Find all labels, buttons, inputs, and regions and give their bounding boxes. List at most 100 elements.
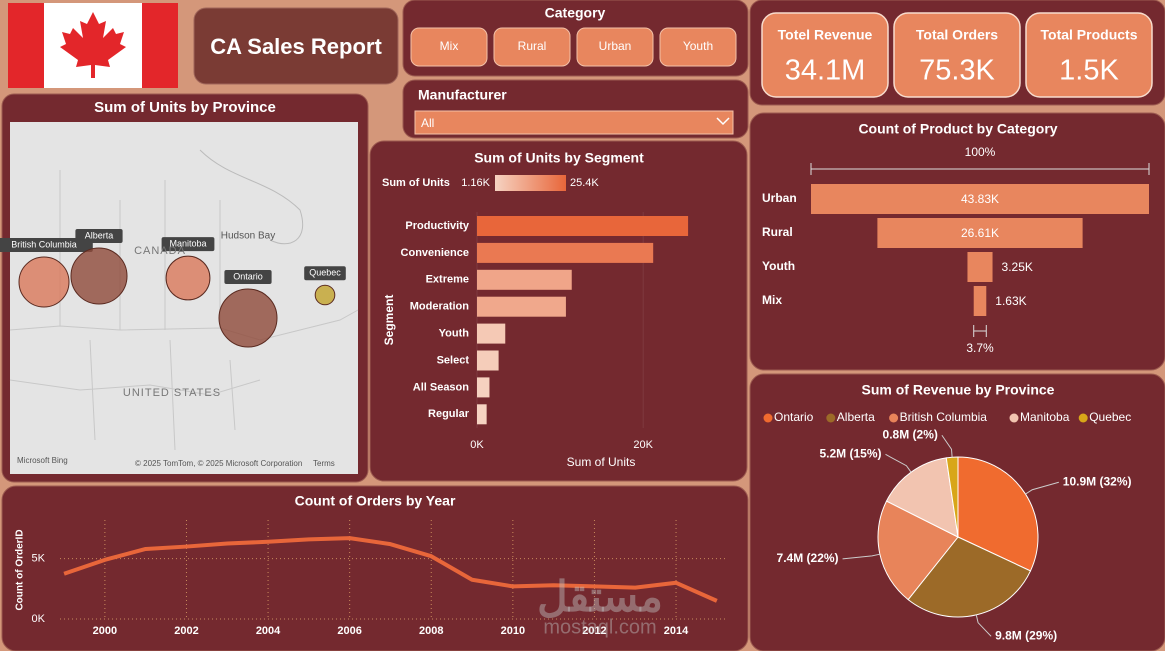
pie-slice [877, 500, 959, 601]
legend-label: Manitoba [1020, 410, 1070, 424]
bubble [70, 247, 128, 305]
category-label: Youth [762, 259, 795, 273]
legend-label: Quebec [1089, 410, 1131, 424]
y-tick-label: Youth [439, 328, 470, 340]
y-axis-title: Segment [382, 295, 396, 346]
y-tick-label: 5K [32, 553, 46, 565]
top-bracket [810, 163, 1150, 175]
bubble-label-bg [161, 237, 215, 252]
y-tick-label: 0K [32, 613, 46, 625]
legend-max: 25.4K [570, 177, 599, 189]
value-label: 3.25K [1002, 260, 1033, 274]
kpi-value: 1.5K [1059, 55, 1119, 87]
map-label: UNITED STATES [123, 387, 221, 399]
category-button[interactable]: Youth [659, 27, 737, 67]
legend-swatch [889, 413, 899, 423]
pie-slice [957, 456, 1039, 572]
watermark: mostaql.com [543, 616, 656, 638]
x-tick-label: 2004 [256, 625, 281, 637]
bar [477, 216, 689, 236]
map-label: © 2025 TomTom, © 2025 Microsoft Corporat… [135, 459, 302, 468]
kpi-value: 75.3K [919, 55, 995, 87]
bar [477, 377, 490, 398]
legend-swatch [763, 413, 773, 423]
chart-title: Count of Product by Category [858, 121, 1057, 137]
y-tick-label: Select [437, 354, 470, 366]
legend-swatch [1009, 413, 1019, 423]
y-tick-label: Productivity [405, 220, 469, 232]
legend-title: Sum of Units [382, 177, 450, 189]
x-tick-label: 0K [470, 439, 484, 451]
value-label: 1.63K [995, 294, 1026, 308]
button-bg [576, 27, 654, 67]
category-button[interactable]: Rural [493, 27, 571, 67]
watermark: مستقل [537, 573, 663, 620]
dropdown[interactable]: All [414, 110, 734, 135]
pie-slice [907, 536, 1032, 618]
pie-label: 10.9M (32%) [1063, 474, 1132, 488]
chart-title: Sum of Units by Province [94, 99, 276, 116]
bar [477, 296, 566, 317]
bubble-label-bg [224, 270, 272, 284]
legend-label: Alberta [837, 410, 875, 424]
category-button[interactable]: Urban [576, 27, 654, 67]
bar [477, 242, 654, 263]
map-label: Microsoft Bing [17, 456, 68, 465]
kpi-card [893, 12, 1021, 98]
report-title: CA Sales Report [210, 34, 382, 59]
bubble-label: Manitoba [169, 238, 206, 248]
category-label: Rural [762, 225, 793, 239]
button-label: Mix [440, 39, 459, 53]
legend-gradient [495, 175, 566, 191]
y-tick-label: Regular [428, 408, 470, 420]
map-label: Terms [313, 459, 335, 468]
map-label: Hudson Bay [221, 231, 275, 242]
bubble [18, 256, 70, 308]
pie-label: 0.8M (2%) [883, 427, 938, 441]
leader-line [975, 614, 992, 637]
y-tick-label: All Season [413, 381, 470, 393]
bubble-label: British Columbia [11, 239, 77, 249]
funnel-bar [877, 218, 1083, 248]
chart-title: Sum of Revenue by Province [862, 382, 1055, 398]
canada-flag [8, 3, 178, 88]
legend-min: 1.16K [461, 177, 490, 189]
bubble-label: Ontario [233, 271, 263, 281]
bubble-label-bg [304, 266, 346, 281]
top-label: 100% [965, 145, 996, 159]
bubble [218, 288, 278, 348]
bar [477, 323, 506, 344]
chart-title: Count of Orders by Year [295, 493, 456, 509]
value-label: 43.83K [961, 192, 999, 206]
map-layer: British Columbia Alberta Manitoba Ontario Qu… [0, 228, 346, 468]
x-tick-label: 2014 [664, 625, 689, 637]
funnel-bar [811, 184, 1149, 214]
pie-label: 9.8M (29%) [995, 628, 1057, 642]
category-button[interactable]: Mix [410, 27, 488, 67]
category-label: Urban [762, 191, 797, 205]
map-label: CANADA [134, 245, 186, 257]
bubble-label: Alberta [85, 230, 114, 240]
leader-line [1025, 481, 1059, 495]
x-tick-label: 20K [633, 439, 653, 451]
kpi-label: Totel Revenue [778, 27, 873, 43]
x-tick-label: 2008 [419, 625, 443, 637]
legend-label: British Columbia [900, 410, 988, 424]
bubble-label-bg [0, 238, 93, 253]
bubble-label-bg [75, 228, 123, 243]
bar [477, 404, 487, 425]
kpi-card [1025, 12, 1153, 98]
legend-label: Ontario [774, 410, 814, 424]
y-tick-label: Moderation [410, 301, 470, 313]
pie-label: 7.4M (22%) [777, 551, 839, 565]
category-label: Mix [762, 293, 782, 307]
button-label: Urban [599, 39, 632, 53]
x-tick-label: 2000 [93, 625, 117, 637]
legend-swatch [1078, 413, 1088, 423]
pie-slice [885, 457, 959, 538]
leader-line [842, 553, 880, 560]
title-box [193, 7, 399, 85]
bottom-label: 3.7% [966, 341, 994, 355]
slicer-title: Category [545, 5, 606, 21]
